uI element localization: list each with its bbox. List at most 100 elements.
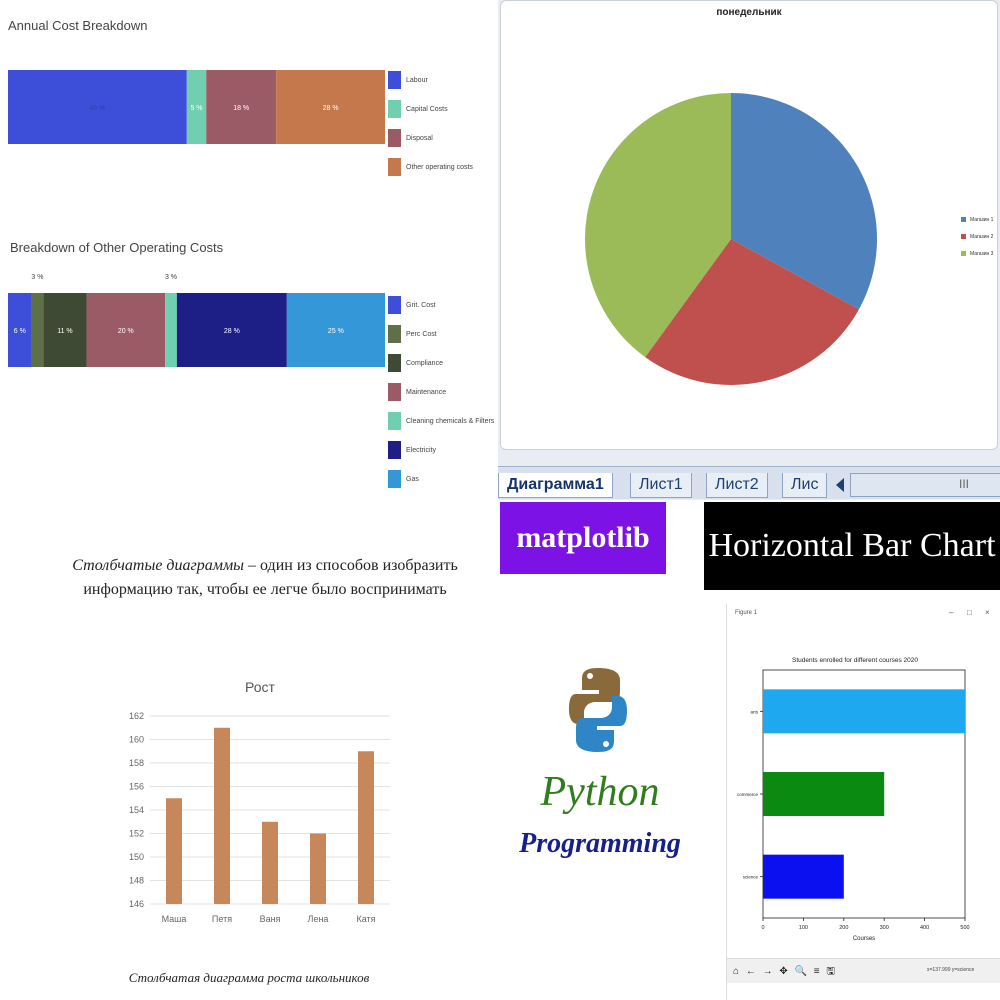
pie-slice-2	[585, 93, 731, 358]
bar-chart-title: Рост	[245, 679, 276, 695]
segment-label-3: 20 %	[118, 328, 134, 335]
annual-cost-title: Annual Cost Breakdown	[8, 18, 148, 33]
legend-item: Other operating costs	[388, 157, 473, 177]
courses-bar-chart: Students enrolled for different courses …	[737, 657, 970, 942]
maximize-icon[interactable]: □	[967, 608, 972, 617]
stack-segment-4	[165, 293, 177, 367]
legend-swatch	[388, 470, 401, 488]
hbar-1	[763, 772, 885, 816]
pie-legend: Магазин 1 Магазин 2 Магазин 3	[961, 211, 993, 262]
x-axis-label: Courses	[853, 936, 875, 942]
pie-legend-label: Магазин 1	[970, 216, 994, 223]
excel-chart-area[interactable]: понедельник Магазин 1 Магазин 2 Магазин 3	[500, 0, 998, 450]
intro-italic: Столбчатые диаграммы	[72, 557, 245, 574]
x-tick-label: Лена	[308, 914, 329, 924]
tab-sheet1[interactable]: Лист1	[630, 473, 692, 498]
pie-chart	[585, 93, 877, 385]
figure-toolbar: ⌂ ← → ✥ 🔍 ≡ 🖫 x=137.999 y=science	[727, 958, 1000, 983]
height-chart-panel: Столбчатые диаграммы – один из способов …	[0, 500, 498, 1000]
bar-0	[166, 798, 182, 904]
bar-3	[310, 833, 326, 904]
pie-legend-swatch	[961, 217, 966, 222]
legend-swatch	[388, 100, 401, 118]
x-tick-label: 0	[761, 925, 764, 931]
sheet-tab-bar: Диаграмма1 Лист1 Лист2 Лис III	[498, 466, 1000, 499]
other-costs-chart: 6 % 3 % 11 % 20 % 3 % 28 % 25 %	[8, 274, 385, 367]
pie-slice-1	[645, 239, 859, 385]
pie-legend-swatch	[961, 251, 966, 256]
stack-segment-3	[276, 70, 385, 144]
x-tick-label: 500	[960, 925, 969, 931]
hbar-2	[763, 854, 844, 899]
y-tick-label: 160	[129, 735, 144, 745]
close-icon[interactable]: ×	[985, 608, 990, 617]
legend-item: Maintenance	[388, 382, 446, 402]
legend-swatch	[388, 412, 401, 430]
scroll-left-icon[interactable]	[834, 477, 846, 493]
segment-label-0: 6 %	[14, 328, 26, 335]
matplotlib-panel: matplotlib Horizontal Bar Chart Python P…	[500, 500, 1000, 1000]
tab-diagram1[interactable]: Диаграмма1	[498, 473, 613, 498]
tab-sheet3[interactable]: Лис	[782, 473, 828, 498]
pie-legend-label: Магазин 2	[970, 233, 994, 240]
y-tick-label: 156	[129, 782, 144, 792]
tab-sheet2[interactable]: Лист2	[706, 473, 768, 498]
figure-title: Figure 1	[735, 610, 758, 616]
legend-swatch	[388, 354, 401, 372]
legend-label: Maintenance	[406, 388, 447, 396]
legend-item: Perc Cost	[388, 324, 437, 344]
legend-item: Gas	[388, 469, 419, 489]
height-bar-chart: Рост 146 148 150 152 154 156 158 160 162 Маша Петя В…	[129, 679, 390, 924]
legend-item: Disposal	[388, 128, 433, 148]
segment-label-2: 11 %	[57, 328, 72, 335]
segment-label-3: 28 %	[323, 105, 339, 112]
minimize-icon[interactable]: –	[949, 608, 954, 617]
y-tick-label: 154	[129, 805, 144, 815]
y-tick-label: commerce	[737, 792, 759, 797]
figure-titlebar: Figure 1 – □ ×	[727, 604, 1000, 624]
horizontal-scrollbar[interactable]: III	[850, 473, 1000, 497]
segment-label-0: 46 %	[89, 105, 105, 112]
legend-label: Cleaning chemicals & Filters	[406, 417, 495, 425]
y-tick-label: 150	[129, 852, 144, 862]
pie-slice-0	[731, 93, 877, 310]
y-tick-label: 152	[129, 829, 144, 839]
cursor-readout: x=137.999 y=science	[927, 967, 975, 973]
stack-segment-1	[31, 293, 44, 367]
horizontal-bar-chart-badge: Horizontal Bar Chart	[704, 502, 1000, 590]
x-tick-label: Петя	[212, 914, 232, 924]
legend-label: Capital Costs	[406, 105, 448, 113]
legend-swatch	[388, 158, 401, 176]
legend-swatch	[388, 71, 401, 89]
stack-segment-6	[286, 293, 385, 367]
scroll-grip[interactable]: III	[959, 477, 970, 491]
legend-label: Other operating costs	[406, 163, 473, 171]
stack-segment-2	[43, 293, 87, 367]
legend-swatch	[388, 325, 401, 343]
pie-legend-item: Магазин 2	[961, 228, 993, 245]
hbar-0	[763, 689, 965, 734]
toolbar-nav-icons[interactable]: ⌂ ← → ✥ 🔍 ≡ 🖫	[733, 966, 837, 977]
intro-rest: – один из способов изобразить информацию…	[83, 557, 458, 598]
legend-label: Compliance	[406, 359, 443, 367]
chart-caption: Столбчатая диаграмма роста школьников	[128, 970, 370, 985]
bar-2	[262, 821, 278, 904]
annual-cost-chart: 46 % 5 % 18 % 28 %	[8, 70, 385, 144]
y-tick-label: 162	[129, 711, 144, 721]
cost-breakdown-panel: Annual Cost Breakdown 46 % 5 % 18 % 28 % La…	[0, 0, 498, 498]
legend-label: Electricity	[406, 446, 436, 454]
x-tick-label: Ваня	[260, 914, 281, 924]
x-tick-label: 300	[880, 925, 889, 931]
legend-label: Perc Cost	[406, 330, 437, 338]
x-tick-label: 100	[799, 925, 808, 931]
segment-label-1: 3 %	[31, 274, 43, 281]
stack-segment-5	[176, 293, 287, 367]
hbar-title: Students enrolled for different courses …	[792, 657, 918, 664]
x-tick-label: Катя	[356, 914, 375, 924]
legend-label: Grit. Cost	[406, 301, 436, 309]
bar-4	[358, 751, 374, 904]
y-tick-label: 148	[129, 876, 144, 886]
stack-segment-2	[206, 70, 277, 144]
legend-item: Labour	[388, 70, 428, 90]
other-costs-title: Breakdown of Other Operating Costs	[10, 240, 224, 255]
